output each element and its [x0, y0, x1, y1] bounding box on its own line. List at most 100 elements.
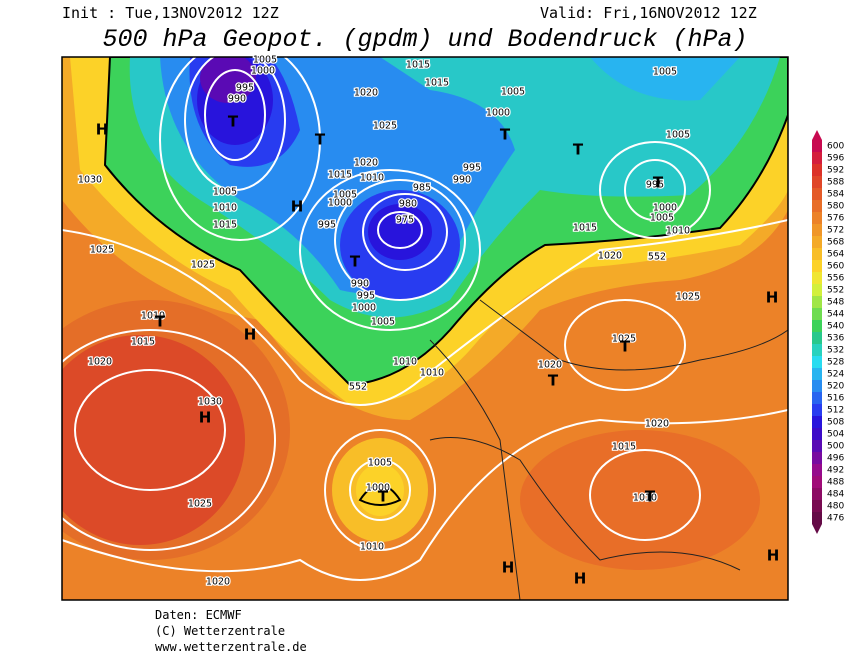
pressure-label: 1020 — [598, 251, 622, 262]
pressure-label: 1030 — [78, 175, 102, 186]
pressure-label: 1025 — [90, 245, 114, 256]
pressure-label: 1000 — [352, 303, 376, 314]
high-pressure-marker: H — [244, 326, 257, 344]
colorbar-label: 552 — [827, 286, 844, 296]
map-area — [62, 57, 788, 600]
colorbar-swatch — [812, 248, 822, 260]
colorbar-swatch — [812, 428, 822, 440]
pressure-label: 1015 — [131, 337, 155, 348]
colorbar-label: 588 — [827, 178, 844, 188]
pressure-label: 1000 — [486, 108, 510, 119]
low-pressure-marker: T — [155, 313, 166, 331]
colorbar-label: 488 — [827, 478, 844, 488]
colorbar-swatch — [812, 344, 822, 356]
pressure-label: 1015 — [406, 60, 430, 71]
colorbar-label: 496 — [827, 454, 844, 464]
colorbar-label: 556 — [827, 274, 844, 284]
pressure-label: 1005 — [501, 87, 525, 98]
pressure-label: 1025 — [676, 292, 700, 303]
colorbar-swatch — [812, 140, 822, 152]
pressure-label: 1015 — [213, 220, 237, 231]
pressure-label: 1010 — [420, 368, 444, 379]
colorbar-swatch — [812, 380, 822, 392]
colorbar-swatch — [812, 176, 822, 188]
colorbar-label: 532 — [827, 346, 844, 356]
pressure-label: 1020 — [354, 158, 378, 169]
colorbar-cap — [812, 524, 822, 534]
colorbar-label: 508 — [827, 418, 844, 428]
colorbar-swatch — [812, 224, 822, 236]
colorbar-swatch — [812, 284, 822, 296]
pressure-label: 552 — [349, 382, 367, 393]
high-pressure-marker: H — [199, 409, 212, 427]
high-pressure-marker: H — [502, 559, 515, 577]
pressure-label: 1010 — [666, 226, 690, 237]
pressure-label: 1000 — [251, 66, 275, 77]
colorbar-label: 560 — [827, 262, 844, 272]
pressure-label: 1000 — [328, 198, 352, 209]
pressure-label: 1000 — [653, 203, 677, 214]
colorbar-swatch — [812, 164, 822, 176]
pressure-label: 995 — [236, 83, 254, 94]
pressure-label: 1020 — [354, 88, 378, 99]
valid-time: Valid: Fri,16NOV2012 12Z — [540, 4, 757, 22]
colorbar-swatch — [812, 476, 822, 488]
colorbar-swatch — [812, 212, 822, 224]
colorbar-swatch — [812, 200, 822, 212]
colorbar-label: 536 — [827, 334, 844, 344]
colorbar-swatch — [812, 440, 822, 452]
colorbar-swatch — [812, 392, 822, 404]
init-time: Init : Tue,13NOV2012 12Z — [62, 4, 279, 22]
low-pressure-marker: T — [548, 372, 559, 390]
colorbar-label: 528 — [827, 358, 844, 368]
pressure-label: 1010 — [360, 542, 384, 553]
high-pressure-marker: H — [574, 570, 587, 588]
pressure-label: 1015 — [425, 78, 449, 89]
colorbar-swatch — [812, 416, 822, 428]
colorbar-label: 500 — [827, 442, 844, 452]
colorbar-label: 596 — [827, 154, 844, 164]
pressure-label: 1005 — [650, 213, 674, 224]
colorbar-swatch — [812, 296, 822, 308]
map-frame — [61, 56, 789, 601]
colorbar-swatch — [812, 404, 822, 416]
colorbar-label: 516 — [827, 394, 844, 404]
colorbar-label: 580 — [827, 202, 844, 212]
high-pressure-marker: H — [291, 198, 304, 216]
pressure-label: 1005 — [368, 458, 392, 469]
pressure-label: 1020 — [206, 577, 230, 588]
colorbar-label: 512 — [827, 406, 844, 416]
low-pressure-marker: T — [620, 338, 631, 356]
pressure-label: 1020 — [645, 419, 669, 430]
colorbar-label: 480 — [827, 502, 844, 512]
colorbar-swatch — [812, 452, 822, 464]
low-pressure-marker: T — [228, 113, 239, 131]
website: www.wetterzentrale.de — [155, 640, 307, 654]
pressure-label: 995 — [463, 163, 481, 174]
colorbar-swatch — [812, 500, 822, 512]
low-pressure-marker: T — [378, 488, 389, 506]
colorbar-label: 520 — [827, 382, 844, 392]
pressure-label: 990 — [228, 94, 246, 105]
pressure-label: 990 — [351, 279, 369, 290]
low-pressure-marker: T — [500, 126, 511, 144]
colorbar-label: 564 — [827, 250, 844, 260]
pressure-label: 1025 — [191, 260, 215, 271]
colorbar-swatch — [812, 488, 822, 500]
pressure-label: 1005 — [666, 130, 690, 141]
copyright: (C) Wetterzentrale — [155, 624, 285, 638]
colorbar-swatch — [812, 272, 822, 284]
pressure-label: 1010 — [141, 311, 165, 322]
colorbar-label: 484 — [827, 490, 844, 500]
colorbar-swatch — [812, 368, 822, 380]
map-title: 500 hPa Geopot. (gpdm) und Bodendruck (h… — [102, 25, 747, 54]
colorbar-label: 492 — [827, 466, 844, 476]
low-pressure-marker: T — [653, 174, 664, 192]
pressure-label: 1010 — [213, 203, 237, 214]
pressure-label: 1020 — [88, 357, 112, 368]
pressure-label: 1005 — [253, 55, 277, 66]
colorbar-swatch — [812, 260, 822, 272]
pressure-label: 1015 — [612, 442, 636, 453]
high-pressure-marker: H — [766, 289, 779, 307]
